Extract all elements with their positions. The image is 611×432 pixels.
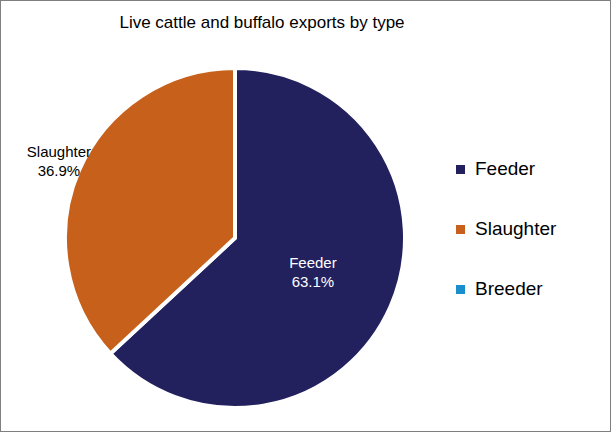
- legend: Feeder Slaughter Breeder: [456, 158, 557, 299]
- data-label-category: Slaughter: [27, 143, 91, 160]
- chart: Live cattle and buffalo exports by type F…: [0, 0, 611, 432]
- data-label-value: 63.1%: [292, 273, 335, 290]
- legend-swatch: [456, 285, 465, 294]
- legend-label: Breeder: [475, 278, 543, 299]
- legend-swatch: [456, 165, 465, 174]
- legend-swatch: [456, 225, 465, 234]
- pie: [65, 68, 405, 408]
- legend-label: Feeder: [475, 158, 536, 179]
- legend-label: Slaughter: [475, 218, 557, 239]
- title: Live cattle and buffalo exports by type: [119, 13, 404, 32]
- slice: [233, 68, 237, 238]
- data-label-value: 36.9%: [38, 162, 81, 179]
- data-labels: Feeder 63.1% Slaughter 36.9%: [27, 143, 337, 290]
- slice: [65, 68, 235, 354]
- frame: [1, 1, 611, 432]
- data-label-category: Feeder: [289, 254, 337, 271]
